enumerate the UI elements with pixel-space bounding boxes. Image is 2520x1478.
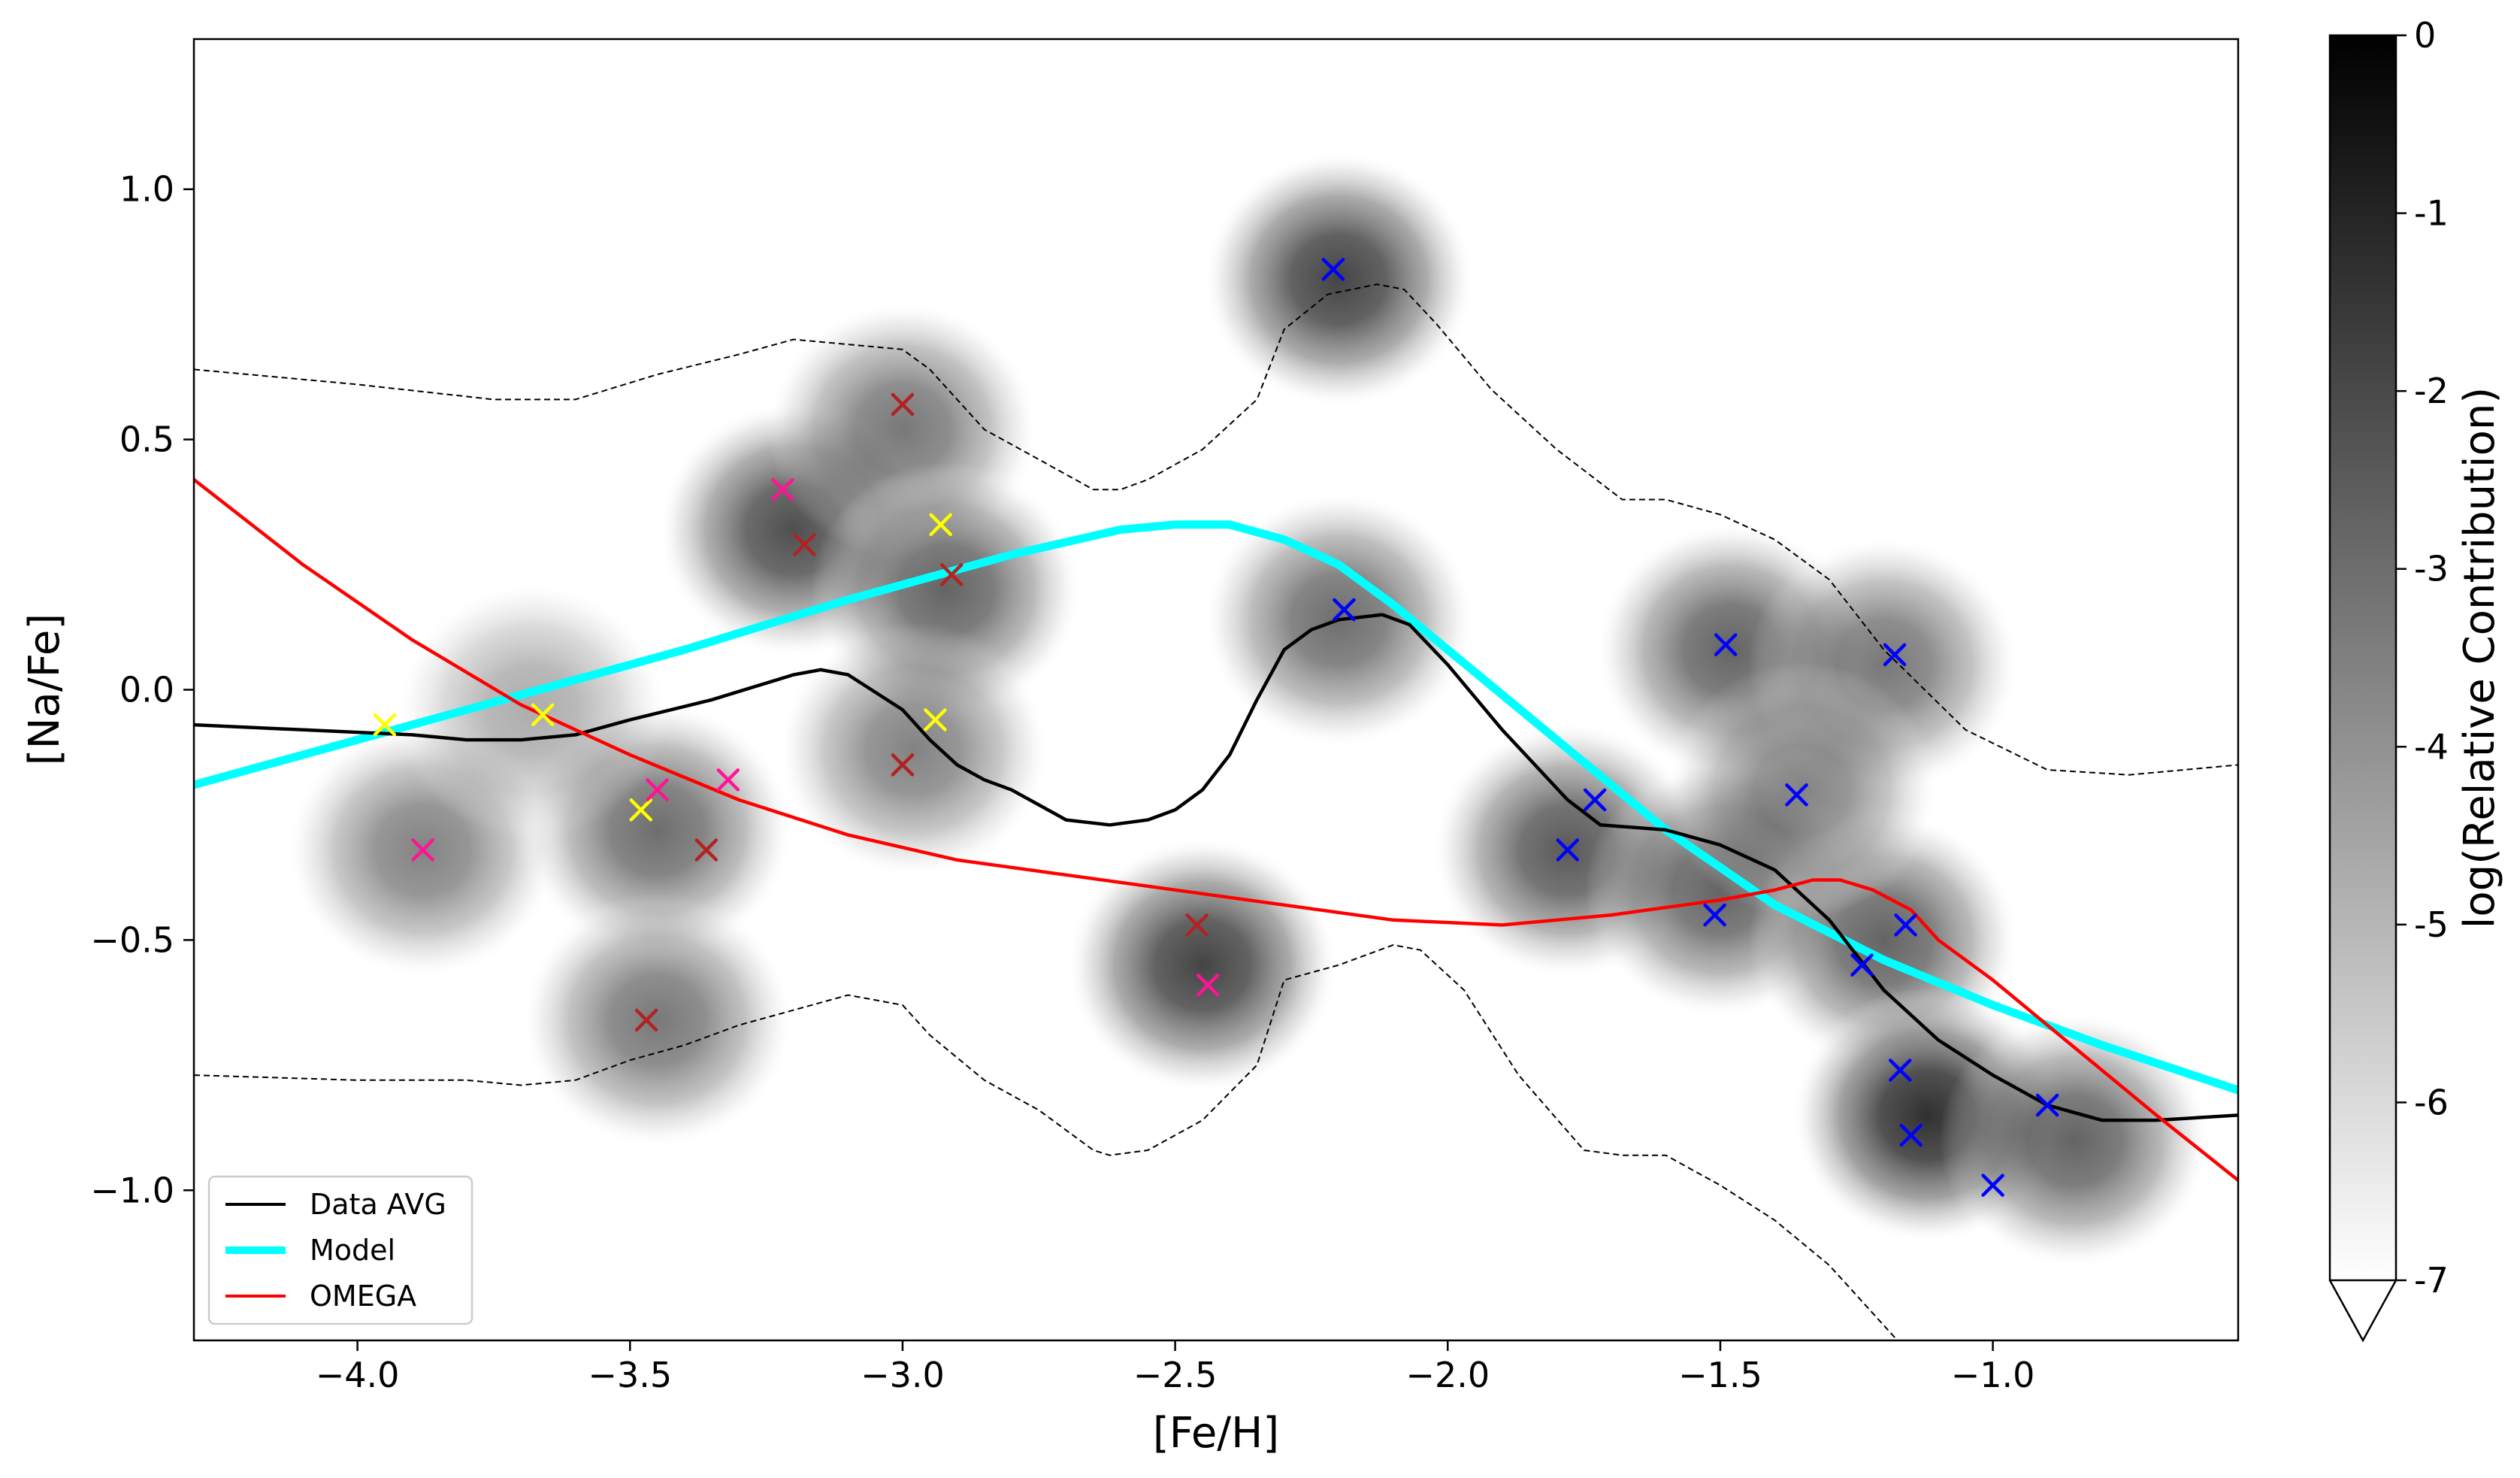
colorbar-tick-label: -1 xyxy=(2414,193,2449,234)
x-axis: −4.0 −3.5 −3.0 −2.5 −2.0 −1.5 −1.0 xyxy=(316,1340,2035,1395)
data-point-marker xyxy=(771,477,794,501)
colorbar-gradient xyxy=(2330,35,2396,1280)
data-point-marker xyxy=(1583,788,1607,812)
data-point-marker xyxy=(1889,1059,1912,1082)
legend-label-data-avg: Data AVG xyxy=(310,1188,446,1221)
legend-frame xyxy=(207,1175,473,1325)
colorbar-ticks: 0 -1 -2 -3 -4 -5 -6 -7 xyxy=(2396,15,2449,1301)
colorbar-tick-label: 0 xyxy=(2414,15,2436,56)
colorbar-frame xyxy=(2328,34,2397,1282)
data-point-marker xyxy=(939,563,964,586)
data-point-marker xyxy=(1321,258,1345,281)
colorbar-tick-label: -5 xyxy=(2414,904,2449,945)
data-point-marker xyxy=(924,708,947,731)
data-point-marker xyxy=(1703,903,1726,927)
y-axis: −1.0 −0.5 0.0 0.5 1.0 xyxy=(90,169,194,1210)
legend-label-model: Model xyxy=(310,1234,395,1267)
data-point-marker xyxy=(634,1008,658,1032)
data-point-marker xyxy=(1333,598,1356,622)
data-spread-bands xyxy=(194,283,2238,1340)
x-tick-label: −2.0 xyxy=(1405,1355,1490,1395)
data-point-marker xyxy=(1185,913,1209,937)
data-point-marker xyxy=(891,753,915,777)
data-points xyxy=(373,258,2059,1197)
data-point-marker xyxy=(1883,643,1907,667)
heat-blob xyxy=(778,622,1049,878)
colorbar-tick-label: -6 xyxy=(2414,1082,2449,1122)
contribution-heatmap xyxy=(287,151,2210,1268)
legend: Data AVG Model OMEGA xyxy=(207,1175,473,1325)
data-point-marker xyxy=(1714,633,1738,656)
series-lines xyxy=(194,477,2238,1183)
y-tick-label: −0.5 xyxy=(90,919,174,960)
y-tick-label: 0.5 xyxy=(119,419,174,460)
data-point-marker xyxy=(1899,1123,1923,1147)
y-tick-label: 1.0 xyxy=(119,169,174,210)
heat-blob xyxy=(1203,151,1475,407)
x-tick-label: −2.5 xyxy=(1133,1355,1218,1395)
series-line-omega xyxy=(194,477,2238,1183)
data-point-marker xyxy=(1894,913,1917,937)
data-point-marker xyxy=(694,838,718,862)
band-lower xyxy=(194,943,1899,1340)
data-point-marker xyxy=(1785,783,1808,807)
series-line-data-avg xyxy=(194,613,2238,1122)
data-point-marker xyxy=(891,392,915,416)
colorbar-tick-label: -2 xyxy=(2414,371,2449,411)
x-axis-label: [Fe/H] xyxy=(1153,1409,1279,1458)
data-point-marker xyxy=(1196,974,1220,997)
data-point-marker xyxy=(1981,1174,2004,1197)
colorbar-label: log(Relative Contribution) xyxy=(2455,387,2504,928)
data-point-marker xyxy=(1556,838,1580,862)
x-tick-label: −1.0 xyxy=(1951,1355,2035,1395)
data-point-marker xyxy=(411,838,434,862)
legend-label-omega: OMEGA xyxy=(310,1280,416,1313)
y-tick-label: 0.0 xyxy=(119,670,174,710)
y-tick-label: −1.0 xyxy=(90,1170,174,1210)
data-point-marker xyxy=(716,768,740,792)
y-axis-label: [Na/Fe] xyxy=(20,613,69,765)
band-upper xyxy=(194,283,2238,776)
data-point-marker xyxy=(929,513,952,537)
plot-area xyxy=(194,151,2238,1340)
x-tick-label: −3.0 xyxy=(861,1355,945,1395)
heat-blob xyxy=(1939,1012,2210,1268)
colorbar-tick-label: -7 xyxy=(2414,1260,2449,1301)
data-point-marker xyxy=(531,703,555,727)
colorbar-tick-label: -3 xyxy=(2414,549,2449,589)
colorbar-extend-triangle xyxy=(2328,1280,2397,1343)
heat-blob xyxy=(522,892,793,1148)
data-point-marker xyxy=(1850,953,1874,977)
colorbar-tick-label: -4 xyxy=(2414,726,2449,767)
x-tick-label: −1.5 xyxy=(1678,1355,1762,1395)
heat-blob xyxy=(1066,837,1338,1093)
data-point-marker xyxy=(629,798,653,822)
data-point-marker xyxy=(373,713,397,737)
series-line-model xyxy=(194,520,2238,1095)
data-point-marker xyxy=(646,778,669,801)
x-tick-label: −3.5 xyxy=(588,1355,672,1395)
data-point-marker xyxy=(2035,1093,2059,1117)
x-tick-label: −4.0 xyxy=(316,1355,400,1395)
colorbar: 0 -1 -2 -3 -4 -5 -6 -7 log(Relative Contributio… xyxy=(2328,15,2504,1343)
data-point-marker xyxy=(793,533,816,556)
